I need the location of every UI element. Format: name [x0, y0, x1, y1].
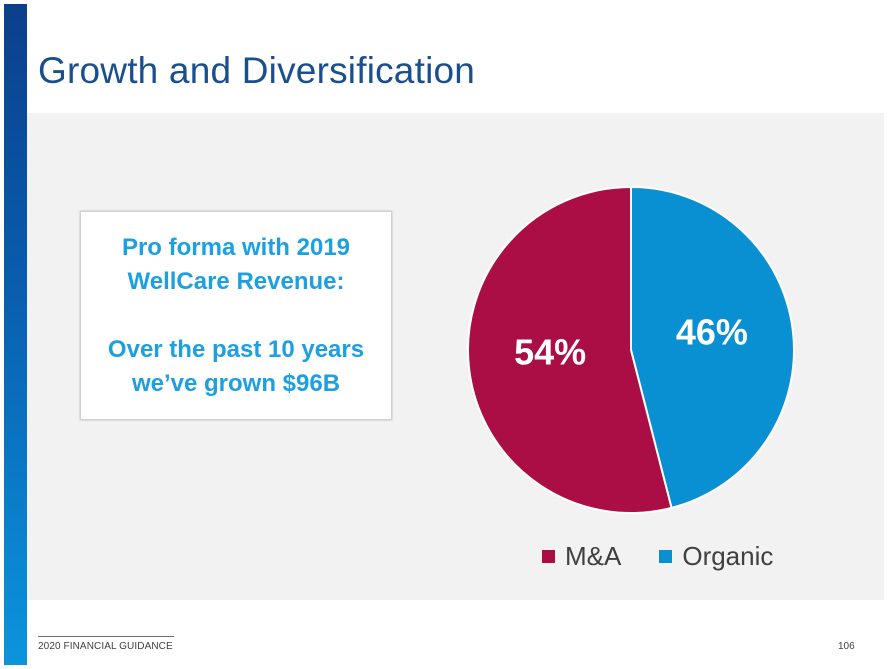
footer-rule	[38, 636, 174, 637]
legend-swatch-ma	[542, 550, 555, 563]
chart-legend: M&A Organic	[542, 541, 773, 572]
page-number: 106	[838, 641, 855, 652]
pie-label-ma: 54%	[514, 332, 586, 373]
pie-slice-organic	[630, 185, 795, 510]
side-accent-bar	[4, 4, 27, 665]
pie-chart: 46% 54%	[467, 185, 795, 514]
legend-item-organic: Organic	[659, 541, 773, 572]
pie-slice-ma	[467, 185, 673, 514]
pie-label-organic: 46%	[676, 311, 748, 352]
callout-line-3: Over the past 10 years	[107, 335, 365, 363]
callout-line-1: Pro forma with 2019	[121, 233, 351, 261]
slide-title: Growth and Diversification	[38, 50, 476, 91]
legend-item-ma: M&A	[542, 541, 621, 572]
callout-box: Pro forma with 2019 WellCare Revenue: Ov…	[80, 211, 392, 420]
legend-label-organic: Organic	[682, 541, 774, 571]
footer-label: 2020 FINANCIAL GUIDANCE	[38, 641, 173, 652]
callout-line-4: we’ve grown $96B	[131, 369, 341, 397]
legend-label-ma: M&A	[565, 541, 622, 571]
callout-line-2: WellCare Revenue:	[127, 267, 345, 295]
legend-swatch-organic	[659, 550, 673, 563]
